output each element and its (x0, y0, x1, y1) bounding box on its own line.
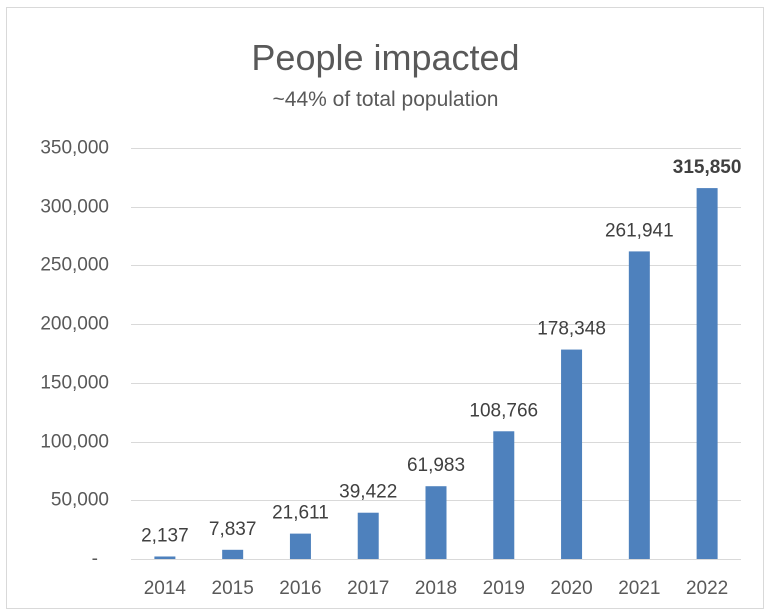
data-label: 21,611 (272, 503, 329, 524)
y-tick-label: 50,000 (51, 490, 109, 511)
x-tick-label: 2015 (212, 578, 254, 599)
x-tick-label: 2022 (686, 578, 728, 599)
bar-2014 (154, 556, 176, 559)
data-label: 61,983 (407, 455, 465, 476)
bar-2018 (425, 486, 447, 559)
y-tick-label: 100,000 (40, 432, 109, 453)
data-label: 315,850 (673, 157, 742, 178)
bar-2020 (561, 349, 583, 559)
bar-2019 (493, 431, 515, 559)
data-labels: 2,137 7,837 21,611 39,422 61,983 108,766 178,3… (141, 157, 741, 546)
data-label: 39,422 (339, 482, 397, 503)
bars (154, 188, 718, 559)
y-tick-label: 250,000 (40, 255, 109, 276)
y-tick-label: 200,000 (40, 314, 109, 335)
data-label: 108,766 (469, 400, 538, 421)
data-label: 261,941 (605, 220, 674, 241)
bar-2021 (628, 251, 650, 559)
x-tick-label: 2021 (618, 578, 660, 599)
bar-2022 (696, 188, 718, 559)
y-axis-labels: - 50,000 100,000 150,000 200,000 250,000 300,0… (40, 138, 109, 570)
bar-2015 (222, 549, 244, 559)
x-tick-label: 2019 (483, 578, 525, 599)
x-tick-label: 2016 (279, 578, 321, 599)
x-axis-labels: 2014 2015 2016 2017 2018 2019 2020 2021 2022 (144, 578, 729, 599)
x-tick-label: 2018 (415, 578, 457, 599)
y-tick-label: 300,000 (40, 197, 109, 218)
data-label: 2,137 (141, 525, 189, 546)
x-tick-label: 2020 (550, 578, 592, 599)
y-tick-label: 150,000 (40, 373, 109, 394)
bar-2017 (357, 512, 379, 559)
data-label: 7,837 (209, 519, 257, 540)
y-tick-label: - (92, 549, 98, 570)
x-tick-label: 2017 (347, 578, 389, 599)
bar-2016 (289, 533, 311, 559)
y-tick-label: 350,000 (40, 138, 109, 159)
x-tick-label: 2014 (144, 578, 187, 599)
chart-subtitle: ~44% of total population (272, 88, 499, 111)
chart-title: People impacted (251, 37, 520, 78)
data-label: 178,348 (537, 319, 606, 340)
